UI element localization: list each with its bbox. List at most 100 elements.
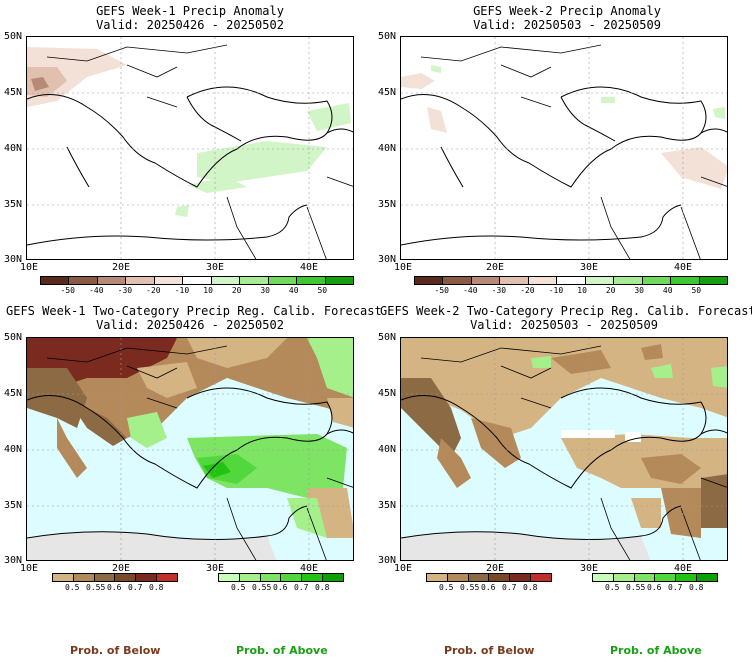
panel3-below-swatch-1	[73, 574, 95, 581]
panel4-above-swatch-2	[634, 574, 656, 581]
panel3-below-colorbar	[52, 573, 178, 582]
panel1-title: GEFS Week-1 Precip Anomaly	[96, 4, 284, 18]
panel2-anomaly-tick-5: 10	[577, 286, 587, 295]
panel2-lat-45: 45N	[378, 87, 397, 98]
panel4-lon-30: 30E	[580, 563, 599, 574]
panel3-below-swatch-3	[115, 574, 137, 581]
panel3-below-tick-2: 0.6	[107, 583, 122, 592]
panel3-lon-10: 10E	[20, 563, 39, 574]
panel1-valid: Valid: 20250426 - 20250502	[96, 18, 284, 32]
panel3-above-colorbar	[218, 573, 344, 582]
panel4-below-tick-1: 0.55	[460, 583, 480, 592]
panel2-anomaly-swatch-1	[443, 277, 472, 284]
panel2-anomaly-tick-4: -10	[548, 286, 564, 295]
panel4-below-swatch-3	[489, 574, 511, 581]
panel4-above-colorbar	[592, 573, 718, 582]
panel3-above-swatch-4	[302, 574, 324, 581]
panel2-anomaly-swatch-8	[642, 277, 672, 284]
panel2-valid: Valid: 20250503 - 20250509	[473, 18, 661, 32]
panel3-below-swatch-4	[136, 574, 158, 581]
panel3-map-graphics	[27, 338, 353, 560]
panel4-lat-30: 30N	[378, 555, 397, 566]
panel3-above-tick-1: 0.55	[252, 583, 272, 592]
panel1-anomaly-tick-6: 20	[231, 286, 242, 295]
panel1-map	[26, 36, 354, 260]
panel4-above-tick-0: 0.5	[605, 583, 620, 592]
panel4-above-tick-3: 0.7	[668, 583, 683, 592]
panel1-anomaly-swatch-3	[126, 277, 155, 284]
panel2-lat-50: 50N	[378, 31, 397, 42]
panel2-lon-10: 10E	[394, 262, 413, 273]
panel1-anomaly-tick-1: -40	[89, 286, 104, 295]
panel2-anomaly-tick-9: 50	[691, 286, 702, 295]
panel4-lon-20: 20E	[486, 563, 505, 574]
panel4-below-swatch-4	[510, 574, 532, 581]
panel4-map	[400, 337, 728, 561]
panel3-lat-50: 50N	[4, 332, 23, 343]
panel2-anomaly-tick-6: 20	[605, 286, 616, 295]
panel3-lon-20: 20E	[112, 563, 131, 574]
panel4-below-tick-3: 0.7	[502, 583, 517, 592]
panel3-title: GEFS Week-1 Two-Category Precip Reg. Cal…	[6, 304, 382, 318]
panel3-map	[26, 337, 354, 561]
legend-above-label-left: Prob. of Above	[236, 644, 328, 657]
panel2-lat-35: 35N	[378, 199, 397, 210]
panel2-anomaly-swatch-5	[557, 277, 586, 284]
panel1-lat-50: 50N	[4, 31, 23, 42]
panel4-lon-40: 40E	[674, 563, 693, 574]
panel3-lat-40: 40N	[4, 444, 23, 455]
legend-below-label-right: Prob. of Below	[444, 644, 535, 657]
panel4-below-tick-0: 0.5	[439, 583, 454, 592]
panel3-lat-35: 35N	[4, 500, 23, 511]
panel3-above-ticks: 0.5 0.55 0.6 0.7 0.8	[218, 584, 344, 594]
panel2-anomaly-tick-0: -50	[434, 286, 449, 295]
panel2-lon-20: 20E	[486, 262, 505, 273]
panel3-above-tick-4: 0.8	[315, 583, 330, 592]
panel4-below-swatch-0	[427, 574, 448, 581]
panel1-anomaly-swatch-2	[97, 277, 127, 284]
panel4-above-swatch-1	[613, 574, 635, 581]
panel3-lat-30: 30N	[4, 555, 23, 566]
panel4-below-ticks: 0.5 0.55 0.6 0.7 0.8	[426, 584, 552, 594]
panel1-lon-30: 30E	[206, 262, 225, 273]
panel2-anomaly-swatch-0	[415, 277, 444, 284]
panel1-lat-30: 30N	[4, 254, 23, 265]
panel1-anomaly-tick-7: 30	[260, 286, 270, 295]
panel4-above-swatch-0	[593, 574, 614, 581]
panel1-anomaly-swatch-0	[41, 277, 70, 284]
panel1-anomaly-swatch-6	[211, 277, 241, 284]
panel3-below-tick-3: 0.7	[128, 583, 143, 592]
panel1-lat-35: 35N	[4, 199, 23, 210]
panel1-anomaly-tick-2: -30	[117, 286, 133, 295]
panel3-below-ticks: 0.5 0.55 0.6 0.7 0.8	[52, 584, 178, 594]
panel1-anomaly-swatch-9	[297, 277, 326, 284]
panel2-anomaly-tick-1: -40	[463, 286, 478, 295]
panel2-lat-40: 40N	[378, 143, 397, 154]
panel4-below-swatch-5	[531, 574, 551, 581]
panel3-above-swatch-0	[219, 574, 240, 581]
panel1-lon-40: 40E	[300, 262, 319, 273]
panel2-title: GEFS Week-2 Precip Anomaly	[473, 4, 661, 18]
panel4-lon-10: 10E	[394, 563, 413, 574]
panel4-above-tick-2: 0.6	[647, 583, 662, 592]
panel4-above-tick-4: 0.8	[689, 583, 704, 592]
panel3-valid: Valid: 20250426 - 20250502	[96, 318, 284, 332]
panel1-anomaly-swatch-10	[325, 277, 353, 284]
panel1-map-graphics	[27, 37, 353, 259]
panel3-above-tick-0: 0.5	[231, 583, 246, 592]
panel4-above-ticks: 0.5 0.55 0.6 0.7 0.8	[592, 584, 718, 594]
panel2-anomaly-swatch-3	[500, 277, 529, 284]
panel1-anomaly-ticks: -50 -40 -30 -20 -10 10 20 30 40 50	[40, 287, 354, 297]
panel2-map	[400, 36, 728, 260]
panel3-below-tick-1: 0.55	[86, 583, 106, 592]
panel4-below-tick-4: 0.8	[523, 583, 538, 592]
panel2-anomaly-tick-7: 30	[634, 286, 644, 295]
panel1-lat-40: 40N	[4, 143, 23, 154]
panel2-anomaly-swatch-6	[585, 277, 615, 284]
panel1-anomaly-swatch-1	[69, 277, 98, 284]
panel4-map-graphics	[401, 338, 727, 560]
panel4-below-swatch-2	[468, 574, 490, 581]
panel1-anomaly-colorbar	[40, 276, 354, 285]
legend-below-label-left: Prob. of Below	[70, 644, 161, 657]
panel4-above-tick-1: 0.55	[626, 583, 646, 592]
